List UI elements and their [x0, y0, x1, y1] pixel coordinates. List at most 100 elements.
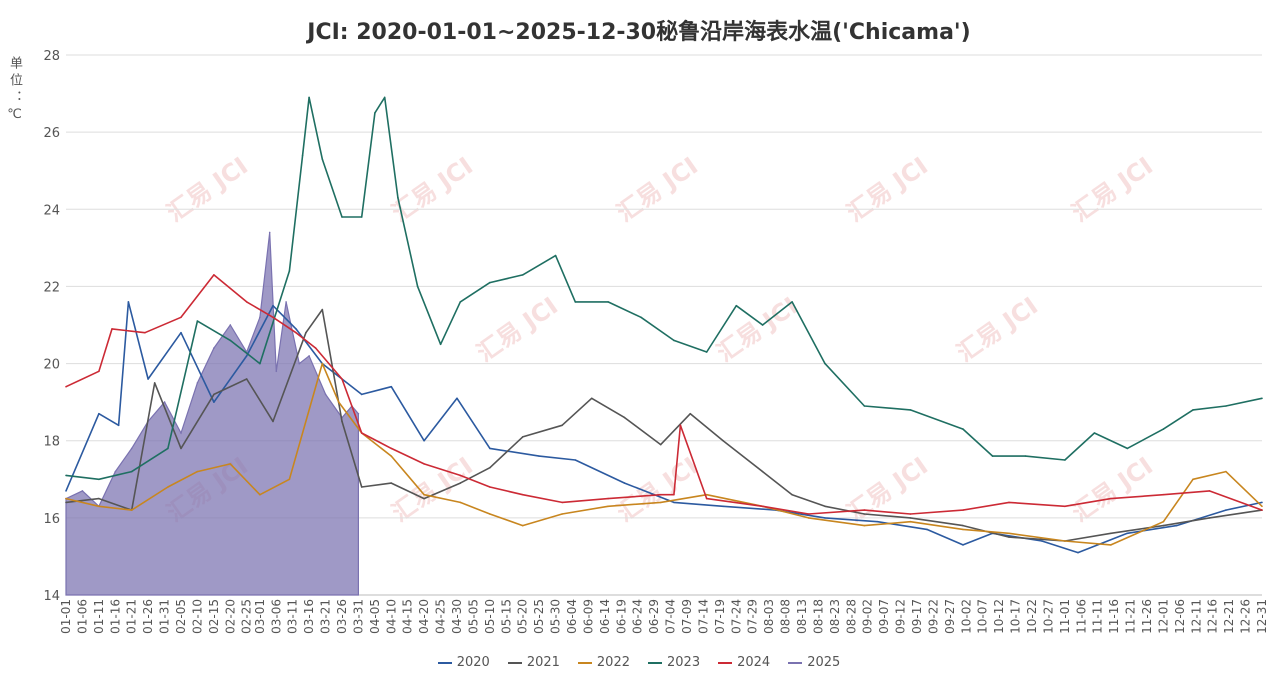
data-point-2022 — [489, 513, 491, 515]
x-tick-label: 11-26 — [1140, 599, 1154, 634]
x-tick-label: 07-19 — [713, 599, 727, 634]
data-point-2022 — [259, 493, 261, 496]
data-point-2021 — [341, 420, 343, 423]
legend-item-2021[interactable]: 2021 — [507, 655, 560, 670]
data-point-2023 — [791, 301, 793, 303]
data-point-2024 — [180, 316, 182, 319]
legend-swatch — [788, 661, 803, 664]
x-tick-label: 05-30 — [549, 599, 563, 634]
data-point-2022 — [1162, 520, 1165, 523]
legend-swatch — [718, 661, 733, 664]
y-tick-label: 28 — [43, 49, 60, 64]
data-point-2024 — [962, 509, 964, 511]
data-point-2024 — [314, 347, 317, 349]
data-point-2022 — [807, 517, 810, 519]
data-point-2021 — [360, 486, 363, 488]
x-tick-label: 01-26 — [141, 599, 155, 634]
data-point-2021 — [1008, 536, 1010, 538]
legend-label: 2022 — [596, 655, 630, 670]
data-point-2021 — [390, 482, 393, 484]
x-tick-label: 11-06 — [1074, 599, 1088, 634]
data-point-2024 — [607, 497, 609, 500]
legend-swatch — [437, 661, 452, 664]
data-point-2020 — [272, 304, 274, 307]
data-point-2023 — [574, 301, 577, 303]
data-point-2020 — [456, 397, 458, 400]
data-point-2024 — [863, 509, 866, 511]
x-tick-label: 07-04 — [664, 599, 678, 634]
x-tick-label: 03-26 — [335, 599, 349, 634]
data-point-2021 — [153, 382, 156, 384]
x-tick-label: 09-02 — [861, 599, 875, 634]
data-point-2021 — [321, 308, 324, 311]
data-point-2022 — [659, 501, 662, 504]
data-point-2020 — [538, 455, 540, 457]
legend-swatch — [648, 661, 662, 664]
data-point-2025 — [285, 301, 287, 303]
data-point-2023 — [301, 154, 304, 157]
x-tick-label: 10-12 — [992, 599, 1006, 634]
data-point-2023 — [735, 304, 738, 307]
data-point-2025 — [180, 432, 182, 434]
data-point-2023 — [1064, 459, 1066, 461]
x-tick-label: 08-23 — [828, 599, 842, 634]
legend-label: 2023 — [667, 655, 701, 670]
data-point-2021 — [489, 466, 491, 469]
data-point-2023 — [1225, 405, 1227, 407]
data-point-2021 — [245, 378, 248, 380]
data-point-2022 — [288, 478, 291, 481]
data-point-2020 — [423, 439, 425, 442]
data-point-2023 — [1024, 455, 1027, 457]
legend-item-2025[interactable]: 2025 — [788, 655, 840, 670]
legend-item-2023[interactable]: 2023 — [648, 655, 700, 670]
y-tick-label: 22 — [43, 280, 60, 295]
data-point-2023 — [65, 474, 67, 477]
data-point-2022 — [229, 463, 232, 465]
data-point-2023 — [1162, 428, 1165, 430]
x-tick-label: 05-25 — [532, 599, 546, 634]
data-point-2021 — [962, 524, 964, 527]
x-tick-label: 12-31 — [1255, 599, 1269, 634]
data-point-2025 — [324, 393, 327, 396]
data-point-2024 — [1261, 509, 1263, 511]
data-point-2022 — [167, 486, 169, 488]
legend-label: 2021 — [526, 655, 560, 670]
data-point-2025 — [81, 490, 84, 492]
data-point-2021 — [863, 513, 866, 515]
data-point-2024 — [1208, 490, 1211, 492]
data-point-2025 — [114, 470, 117, 473]
x-tick-label: 04-15 — [401, 599, 415, 634]
data-point-2024 — [561, 501, 563, 504]
legend-item-2022[interactable]: 2022 — [577, 655, 630, 670]
data-point-2021 — [623, 416, 626, 419]
data-point-2023 — [360, 216, 363, 218]
data-point-2024 — [705, 497, 708, 500]
x-tick-label: 11-16 — [1107, 599, 1121, 634]
data-point-2023 — [259, 362, 261, 365]
data-point-2025 — [130, 447, 133, 450]
data-point-2020 — [245, 355, 248, 357]
data-point-2023 — [167, 447, 169, 450]
data-point-2024 — [360, 432, 363, 434]
data-point-2022 — [1008, 532, 1010, 535]
x-tick-label: 05-15 — [499, 599, 513, 634]
data-point-2025 — [308, 355, 310, 357]
data-point-2024 — [390, 447, 393, 450]
data-point-2023 — [489, 281, 491, 284]
series-line-2024 — [65, 274, 1263, 515]
x-tick-label: 02-25 — [240, 599, 254, 634]
data-point-2020 — [295, 328, 297, 330]
data-point-2022 — [561, 513, 563, 515]
x-tick-label: 09-22 — [926, 599, 940, 634]
data-point-2021 — [1162, 524, 1165, 527]
data-point-2023 — [321, 158, 324, 160]
x-tick-label: 04-20 — [417, 599, 431, 634]
data-point-2023 — [673, 339, 675, 342]
data-point-2022 — [863, 524, 866, 527]
data-point-2024 — [673, 493, 675, 496]
legend-item-2020[interactable]: 2020 — [437, 655, 490, 670]
data-point-2021 — [659, 443, 662, 446]
data-point-2022 — [909, 520, 912, 523]
data-point-2025 — [163, 401, 166, 403]
legend-item-2024[interactable]: 2024 — [718, 655, 770, 670]
